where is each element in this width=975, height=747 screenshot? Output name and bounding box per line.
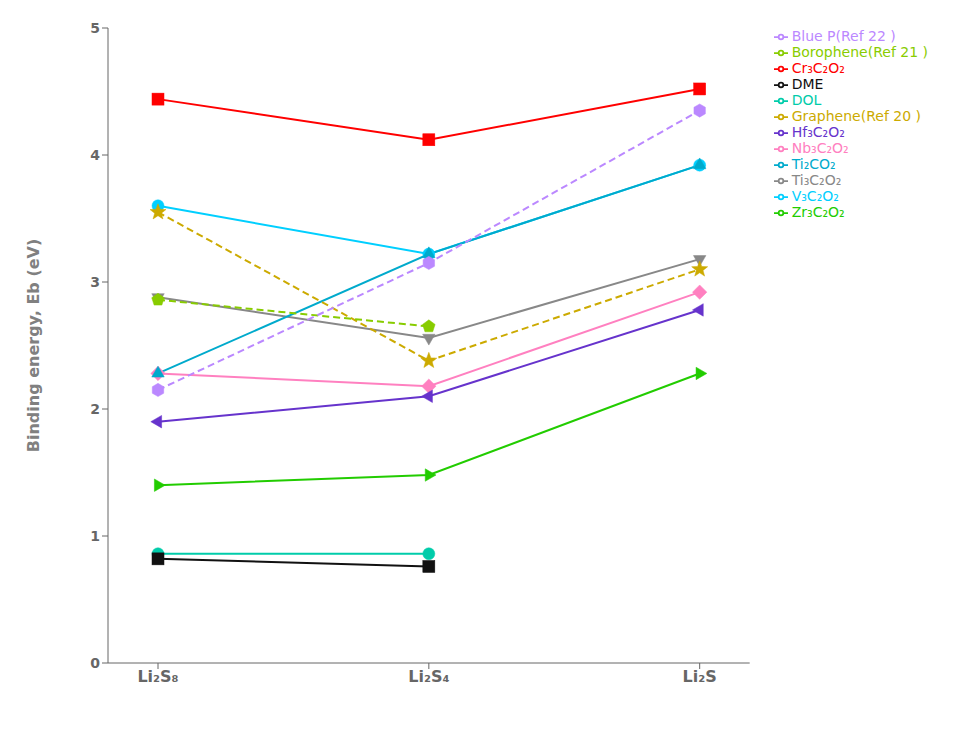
html-text:Ti₂CO₂: Ti₂CO₂ — [791, 156, 836, 172]
html-text:Borophene(Ref 21 ): Borophene(Ref 21 ) — [791, 44, 928, 60]
svg-text:Li₂S₄: Li₂S₄ — [408, 667, 449, 686]
svg-text:3: 3 — [90, 274, 100, 290]
svg-text:Binding energy, Eb (eV): Binding energy, Eb (eV) — [24, 239, 43, 453]
svg-text:Li₂S: Li₂S — [683, 667, 717, 686]
svg-text:5: 5 — [90, 20, 100, 36]
html-text:Blue P(Ref 22 ): Blue P(Ref 22 ) — [791, 28, 896, 44]
html-text:V₃C₂O₂: V₃C₂O₂ — [791, 188, 839, 204]
html-text:Hf₃C₂O₂: Hf₃C₂O₂ — [791, 124, 845, 140]
html-text:DME: DME — [791, 76, 824, 92]
svg-text:4: 4 — [90, 147, 100, 163]
svg-text:1: 1 — [90, 528, 100, 544]
html-text:Ti₃C₂O₂: Ti₃C₂O₂ — [791, 172, 842, 188]
svg-text:Li₂S₈: Li₂S₈ — [137, 667, 178, 686]
html-text:Cr₃C₂O₂: Cr₃C₂O₂ — [791, 60, 845, 76]
html-text:DOL: DOL — [791, 92, 822, 108]
html-text:Graphene(Ref 20 ): Graphene(Ref 20 ) — [791, 108, 921, 124]
html-text:Zr₃C₂O₂: Zr₃C₂O₂ — [791, 204, 845, 220]
html-text:Nb₃C₂O₂: Nb₃C₂O₂ — [791, 140, 849, 156]
svg-text:0: 0 — [90, 655, 100, 671]
svg-text:2: 2 — [90, 401, 100, 417]
